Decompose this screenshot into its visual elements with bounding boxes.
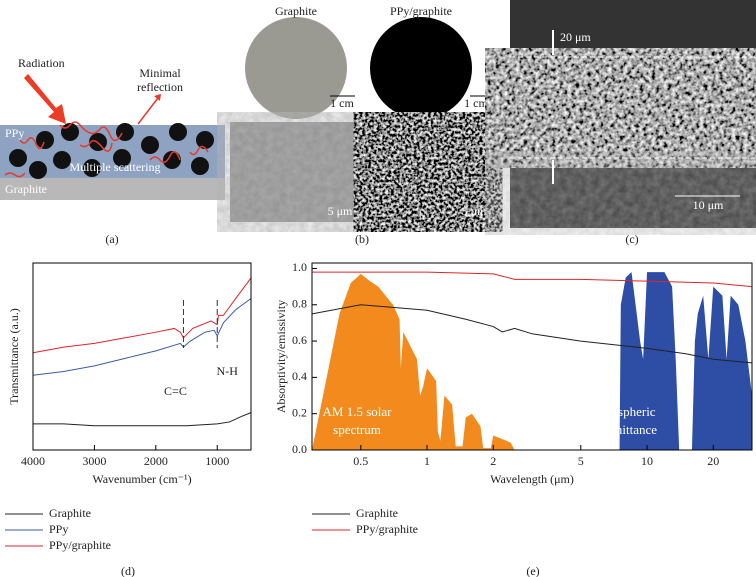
- reflection-arrow: [137, 97, 159, 125]
- x-axis-label: Wavenumber (cm⁻¹): [92, 472, 191, 486]
- label: reflection: [137, 80, 183, 94]
- label: 20 μm: [560, 30, 591, 44]
- series-line: [312, 271, 753, 288]
- x-tick-label: 2000: [144, 454, 168, 468]
- y-tick-label: 1.0: [292, 260, 307, 274]
- legend-label: PPy/graphite: [49, 538, 111, 552]
- x-tick-label: 20: [707, 454, 719, 468]
- y-tick-label: 0.8: [292, 297, 307, 311]
- sem-texture: [230, 122, 356, 222]
- y-tick-label: 0.0: [292, 442, 307, 456]
- x-axis-label: Wavelength (μm): [490, 472, 574, 486]
- y-tick-label: 0.2: [292, 405, 307, 419]
- legend-label: Graphite: [356, 506, 398, 520]
- legend-label: PPy/graphite: [356, 522, 418, 536]
- label: Multiple scattering: [70, 160, 161, 174]
- series-line: [311, 304, 753, 364]
- label: Graphite: [275, 4, 317, 18]
- label: Graphite: [5, 182, 47, 196]
- area-label: Atmospheric: [588, 404, 655, 419]
- panel-label: (a): [105, 232, 118, 246]
- x-tick-label: 2: [490, 454, 496, 468]
- plot-frame: [311, 262, 753, 451]
- annotation: N-H: [217, 364, 239, 378]
- arrow-head: [154, 94, 161, 101]
- ppy-photo: [370, 17, 472, 119]
- y-tick-label: 0.6: [292, 333, 307, 347]
- series-line: [33, 412, 252, 427]
- area-label: transmittance: [587, 422, 657, 437]
- panel-label: (c): [625, 232, 638, 246]
- radiation-arrow: [24, 74, 66, 124]
- panel-a: Radiation Minimal reflection PPy Multipl…: [0, 56, 225, 246]
- area: [312, 273, 515, 450]
- plot-frame: [32, 262, 252, 451]
- x-tick-label: 1000: [205, 454, 229, 468]
- scale-label: 5 μm: [462, 204, 487, 218]
- y-axis-label: Absorptivity/emissivity: [274, 300, 288, 413]
- panel-label: (b): [355, 232, 369, 246]
- scatter-paths: [4, 121, 209, 178]
- label: PPy/graphite: [390, 4, 452, 18]
- x-tick-label: 3000: [82, 454, 106, 468]
- sem-ppy: [366, 122, 490, 222]
- area-label: spectrum: [333, 422, 381, 437]
- y-axis-label: Transmittance (a.u.): [7, 308, 21, 405]
- x-tick-label: 4000: [21, 454, 45, 468]
- panel-c: 20 μm 10 μm (c): [510, 0, 756, 246]
- area-label: AM 1.5 solar: [323, 404, 393, 419]
- label: Minimal: [139, 66, 181, 80]
- annotation: C=C: [164, 384, 187, 398]
- series-line: [32, 277, 252, 354]
- scale-label: 1 cm: [464, 96, 488, 110]
- series-line: [32, 298, 252, 376]
- scale-label: 5 μm: [328, 204, 353, 218]
- scale-label: 10 μm: [693, 198, 724, 212]
- graphite-layer: [0, 178, 225, 200]
- legend-label: Graphite: [49, 506, 91, 520]
- panel-b: Graphite PPy/graphite 1 cm 1 cm 5 μm 5 μ…: [230, 4, 490, 246]
- sem-substrate: [510, 158, 756, 228]
- scale-label: 1 cm: [330, 96, 354, 110]
- area: [619, 272, 752, 450]
- graphite-photo: [245, 17, 347, 119]
- sem-layer: [510, 58, 756, 158]
- x-tick-label: 5: [578, 454, 584, 468]
- panel-label: (e): [526, 564, 539, 577]
- x-tick-label: 1: [424, 454, 430, 468]
- legend-label: PPy: [49, 522, 68, 536]
- label: PPy: [5, 126, 24, 140]
- x-tick-label: 0.5: [353, 454, 368, 468]
- y-tick-label: 0.4: [292, 369, 307, 383]
- panel-label: (d): [121, 564, 135, 577]
- label: Radiation: [18, 56, 65, 70]
- x-tick-label: 10: [641, 454, 653, 468]
